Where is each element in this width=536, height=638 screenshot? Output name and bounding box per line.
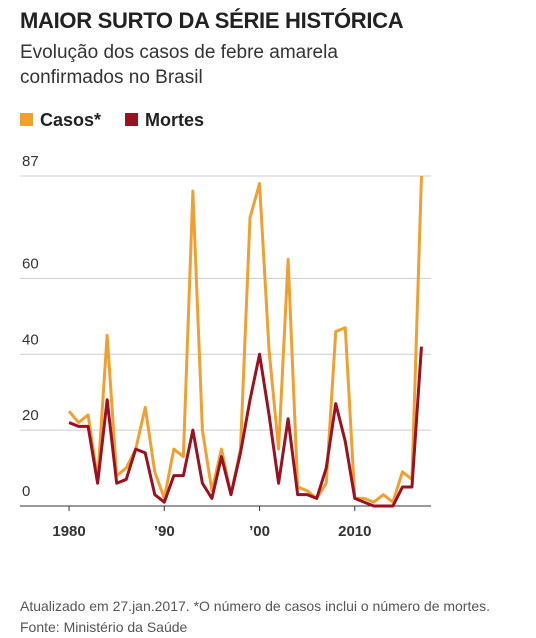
x-tick-label: 1980: [52, 523, 85, 540]
y-tick-label: 60: [22, 255, 39, 272]
x-tick-label: 2010: [338, 523, 371, 540]
legend-label: Mortes: [145, 110, 204, 130]
chart-subtitle: Evolução dos casos de febre amarela conf…: [20, 42, 338, 88]
y-tick-label: 20: [22, 407, 39, 424]
x-tick-label: ’00: [249, 523, 270, 540]
y-tick-label: 40: [22, 331, 39, 348]
y-tick-label: 0: [22, 483, 30, 500]
data-line: [67, 175, 423, 504]
chart-title: MAIOR SURTO DA SÉRIE HISTÓRICA: [20, 8, 404, 33]
data-line: [68, 346, 423, 508]
chart: Casos* Mortes 0 20 40 60 87 1980 ’90 ’00 2010: [20, 110, 431, 540]
x-tick-label: ’90: [154, 523, 175, 540]
legend-swatch: [20, 113, 33, 126]
legend-swatch: [125, 113, 139, 126]
footnote: Atualizado em 27.jan.2017. *O número de …: [20, 598, 491, 635]
legend-label: Casos*: [40, 110, 101, 130]
y-tick-label: 87: [22, 153, 39, 170]
